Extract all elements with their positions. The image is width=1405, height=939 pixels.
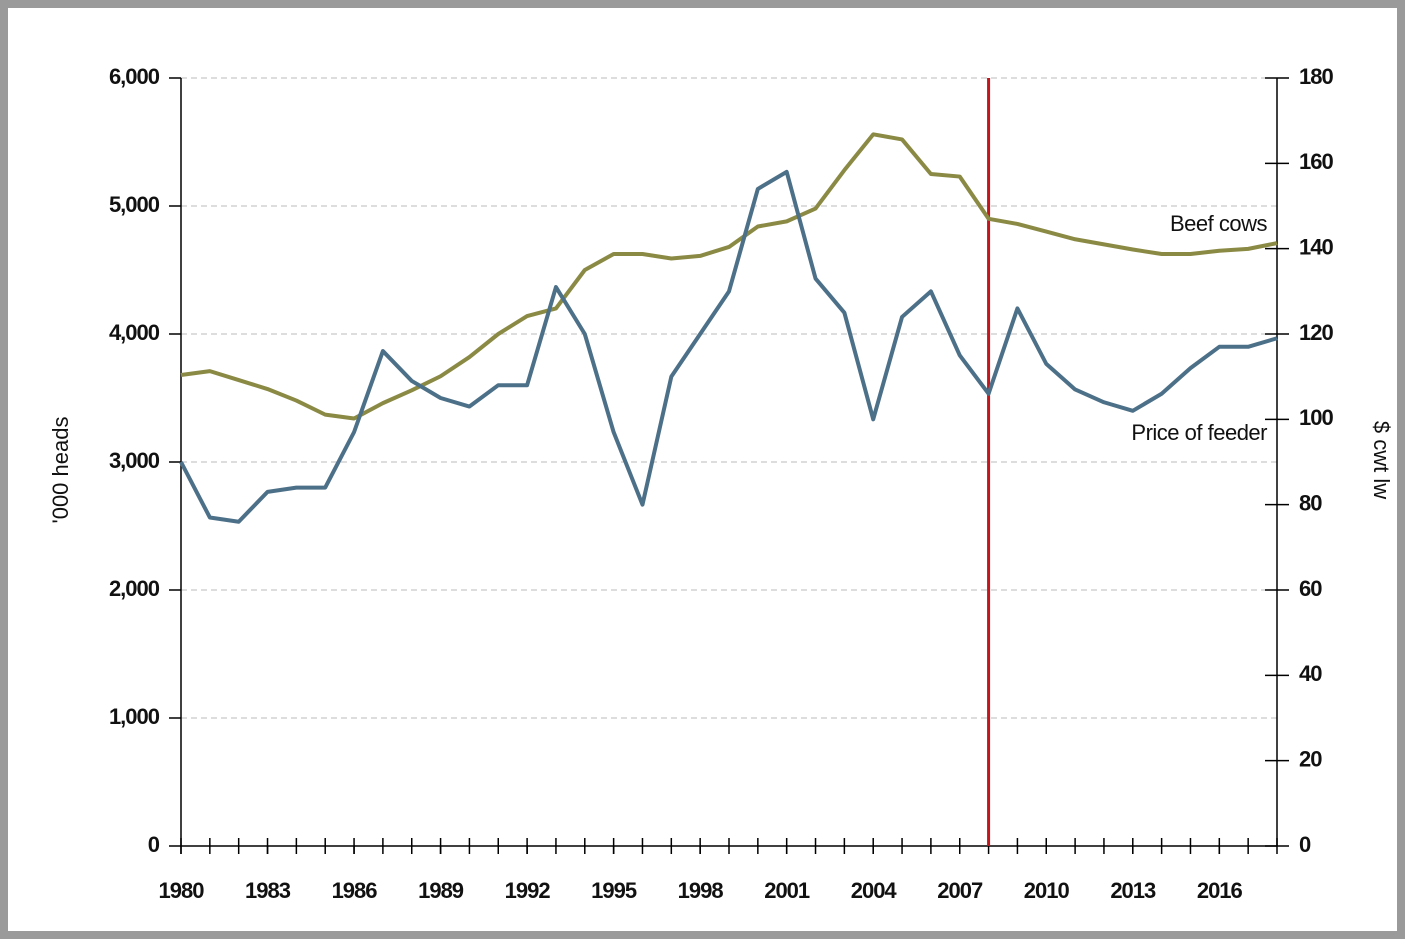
y2-axis-label: $ cwt lw <box>1369 421 1394 499</box>
x-tick-label: 2016 <box>1197 878 1243 903</box>
series-line <box>180 132 1278 421</box>
y-tick-label: 5,000 <box>109 192 160 217</box>
y-tick-label: 3,000 <box>109 448 160 473</box>
x-tick-label: 1992 <box>505 878 551 903</box>
y2-tick-label: 160 <box>1299 149 1333 174</box>
y2-tick-label: 80 <box>1299 490 1322 515</box>
series-label: Beef cows <box>1170 211 1267 236</box>
x-tick-label: 2013 <box>1110 878 1156 903</box>
x-tick-label: 1995 <box>591 878 637 903</box>
y-tick-label: 6,000 <box>109 64 160 89</box>
y2-tick-label: 140 <box>1299 234 1333 259</box>
series-label: Price of feeder <box>1131 420 1267 445</box>
x-tick-label: 2001 <box>764 878 810 903</box>
x-tick-label: 2004 <box>851 878 898 903</box>
series-line <box>179 169 1278 524</box>
y2-tick-label: 20 <box>1299 746 1322 771</box>
x-tick-label: 1980 <box>159 878 205 903</box>
y2-tick-label: 180 <box>1299 64 1333 89</box>
x-tick-label: 1983 <box>245 878 291 903</box>
y-tick-label: 2,000 <box>109 576 160 601</box>
y-tick-label: 1,000 <box>109 704 160 729</box>
y2-tick-label: 60 <box>1299 576 1322 601</box>
y-tick-label: 0 <box>148 832 160 857</box>
y2-tick-label: 120 <box>1299 320 1333 345</box>
x-tick-label: 2007 <box>937 878 983 903</box>
x-tick-label: 1986 <box>332 878 378 903</box>
y2-tick-label: 40 <box>1299 661 1322 686</box>
y2-tick-label: 100 <box>1299 405 1333 430</box>
x-tick-label: 1998 <box>678 878 724 903</box>
y-axis-label: '000 heads <box>48 417 73 524</box>
y2-tick-label: 0 <box>1299 832 1311 857</box>
y-tick-label: 4,000 <box>109 320 160 345</box>
x-tick-label: 2010 <box>1024 878 1070 903</box>
x-tick-label: 1989 <box>418 878 464 903</box>
